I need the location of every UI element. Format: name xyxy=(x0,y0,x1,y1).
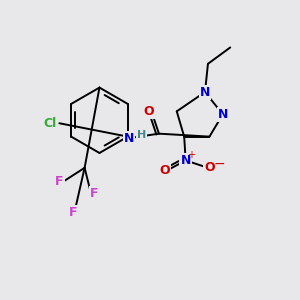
Text: −: − xyxy=(213,157,225,171)
Text: F: F xyxy=(90,188,98,200)
Text: F: F xyxy=(69,206,78,219)
Text: O: O xyxy=(160,164,170,177)
Text: N: N xyxy=(200,85,210,98)
Text: O: O xyxy=(204,161,215,174)
Text: N: N xyxy=(124,132,134,145)
Text: N: N xyxy=(181,154,191,167)
Text: O: O xyxy=(143,105,154,118)
Text: +: + xyxy=(187,150,195,160)
Text: Cl: Cl xyxy=(44,117,57,130)
Text: F: F xyxy=(55,175,64,188)
Text: H: H xyxy=(137,130,146,140)
Text: N: N xyxy=(218,108,228,121)
